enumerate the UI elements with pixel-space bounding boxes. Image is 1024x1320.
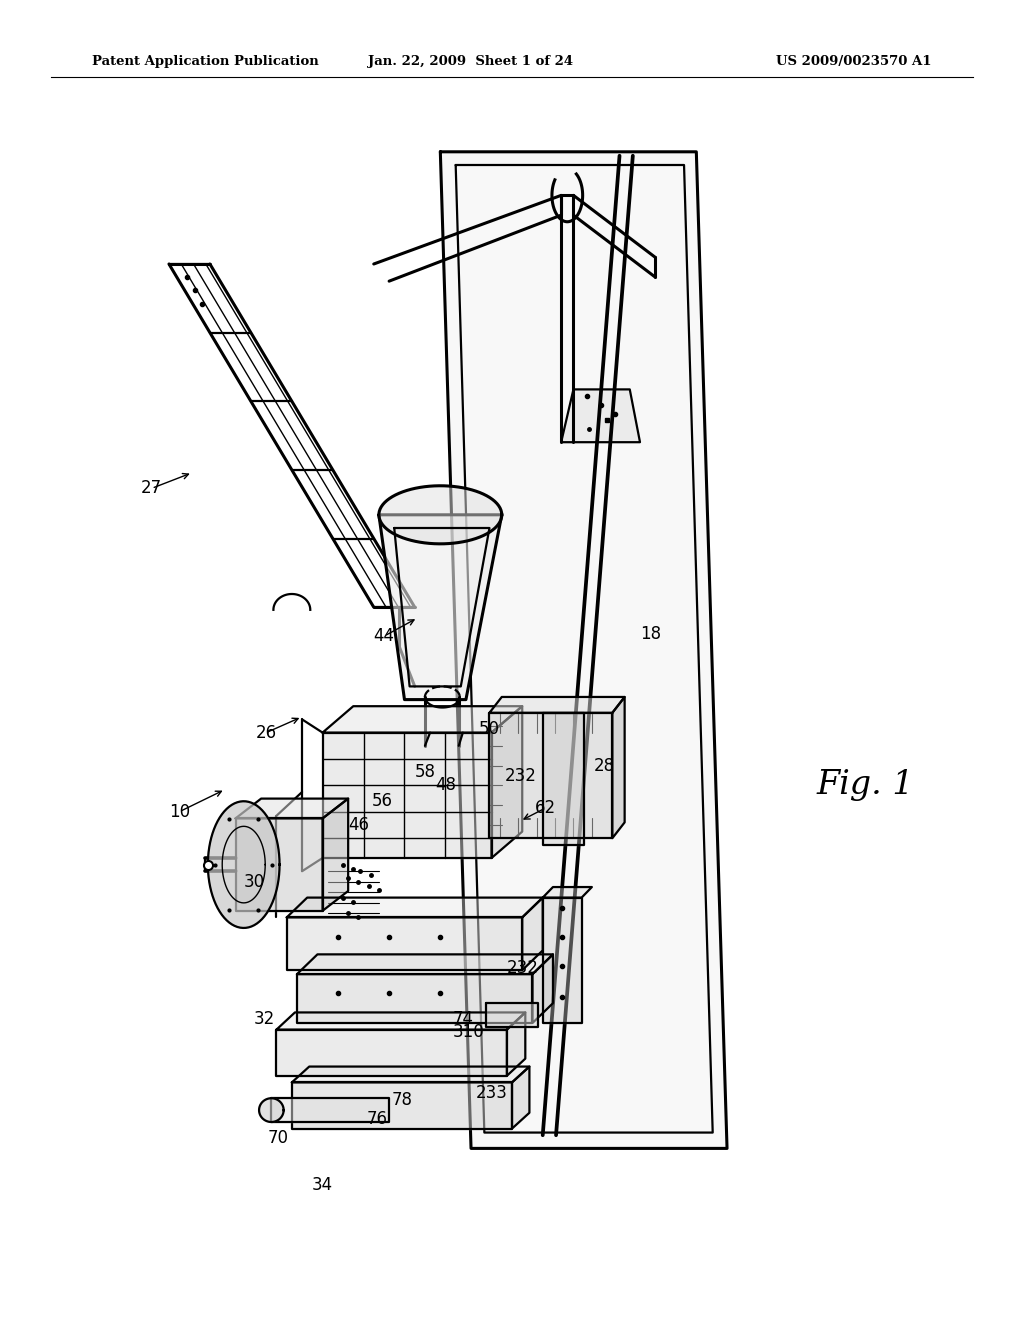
Text: 70: 70 [268,1129,289,1147]
FancyArrowPatch shape [181,791,221,810]
Polygon shape [543,898,582,1023]
Polygon shape [532,954,553,1023]
Text: 74: 74 [453,1010,473,1028]
Text: US 2009/0023570 A1: US 2009/0023570 A1 [776,55,932,67]
Text: 76: 76 [367,1110,387,1129]
Text: 62: 62 [536,799,556,817]
Polygon shape [489,713,612,838]
Polygon shape [292,1082,512,1129]
Text: 232: 232 [506,958,539,977]
Polygon shape [208,801,280,928]
FancyArrowPatch shape [524,809,544,818]
Text: 58: 58 [415,763,435,781]
Polygon shape [543,713,584,845]
Polygon shape [287,898,543,917]
Text: 28: 28 [594,756,614,775]
Polygon shape [323,706,522,733]
Text: 46: 46 [348,816,369,834]
Polygon shape [379,515,502,700]
Text: Jan. 22, 2009  Sheet 1 of 24: Jan. 22, 2009 Sheet 1 of 24 [369,55,573,67]
Polygon shape [612,697,625,838]
Text: 18: 18 [640,624,660,643]
Polygon shape [297,954,553,974]
Text: 34: 34 [312,1176,333,1195]
Text: 233: 233 [475,1084,508,1102]
Polygon shape [507,1012,525,1076]
Text: 232: 232 [504,767,537,785]
Polygon shape [379,486,502,544]
Polygon shape [489,697,625,713]
Text: 30: 30 [244,873,264,891]
Text: 26: 26 [256,723,276,742]
Polygon shape [440,152,727,1148]
Text: 32: 32 [254,1010,274,1028]
Polygon shape [271,1098,389,1122]
Text: 10: 10 [169,803,189,821]
Polygon shape [236,799,348,818]
Polygon shape [297,974,532,1023]
Text: 44: 44 [374,627,394,645]
FancyArrowPatch shape [386,620,414,635]
Polygon shape [492,706,522,858]
FancyArrowPatch shape [155,474,188,487]
Text: Fig. 1: Fig. 1 [816,770,914,801]
Polygon shape [543,887,592,898]
Polygon shape [276,1012,525,1030]
Polygon shape [522,898,543,970]
Text: 27: 27 [141,479,162,498]
FancyArrowPatch shape [268,718,298,731]
Polygon shape [512,1067,529,1129]
Polygon shape [236,818,323,911]
Polygon shape [561,389,640,442]
Polygon shape [259,1098,284,1122]
Polygon shape [276,1030,507,1076]
Text: 78: 78 [392,1090,413,1109]
Polygon shape [292,1067,529,1082]
Text: 48: 48 [435,776,456,795]
Text: 50: 50 [479,719,500,738]
Polygon shape [323,733,492,858]
Polygon shape [287,917,522,970]
Polygon shape [323,799,348,911]
Text: Patent Application Publication: Patent Application Publication [92,55,318,67]
Text: 56: 56 [372,792,392,810]
Text: 310: 310 [453,1023,485,1041]
Polygon shape [486,1003,538,1027]
